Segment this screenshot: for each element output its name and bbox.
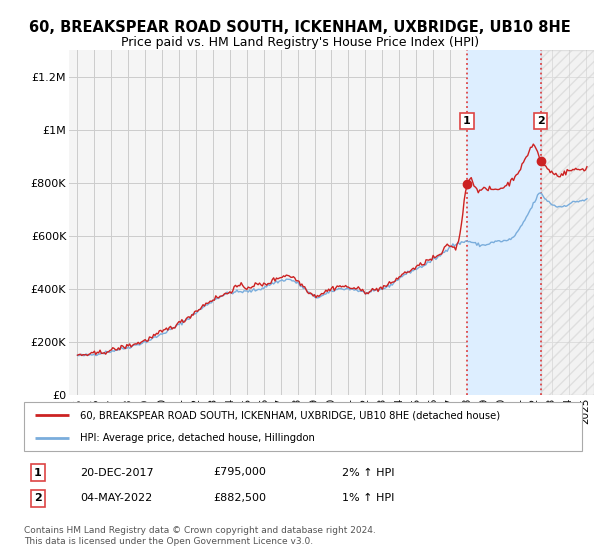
Text: Contains HM Land Registry data © Crown copyright and database right 2024.
This d: Contains HM Land Registry data © Crown c… (24, 526, 376, 546)
Text: 04-MAY-2022: 04-MAY-2022 (80, 493, 152, 503)
Text: £882,500: £882,500 (214, 493, 267, 503)
Bar (541, 50, 594, 395)
Text: 2: 2 (34, 493, 42, 503)
Text: Price paid vs. HM Land Registry's House Price Index (HPI): Price paid vs. HM Land Registry's House … (121, 36, 479, 49)
FancyBboxPatch shape (24, 402, 582, 451)
Text: 20-DEC-2017: 20-DEC-2017 (80, 468, 154, 478)
Text: 60, BREAKSPEAR ROAD SOUTH, ICKENHAM, UXBRIDGE, UB10 8HE: 60, BREAKSPEAR ROAD SOUTH, ICKENHAM, UXB… (29, 20, 571, 35)
Text: £795,000: £795,000 (214, 468, 266, 478)
Text: 1% ↑ HPI: 1% ↑ HPI (342, 493, 394, 503)
Text: 2: 2 (537, 116, 545, 126)
Bar (467, 50, 541, 395)
Text: 1: 1 (34, 468, 42, 478)
Text: HPI: Average price, detached house, Hillingdon: HPI: Average price, detached house, Hill… (80, 433, 314, 444)
Text: 1: 1 (463, 116, 471, 126)
Text: 2% ↑ HPI: 2% ↑ HPI (342, 468, 395, 478)
Text: 60, BREAKSPEAR ROAD SOUTH, ICKENHAM, UXBRIDGE, UB10 8HE (detached house): 60, BREAKSPEAR ROAD SOUTH, ICKENHAM, UXB… (80, 410, 500, 421)
